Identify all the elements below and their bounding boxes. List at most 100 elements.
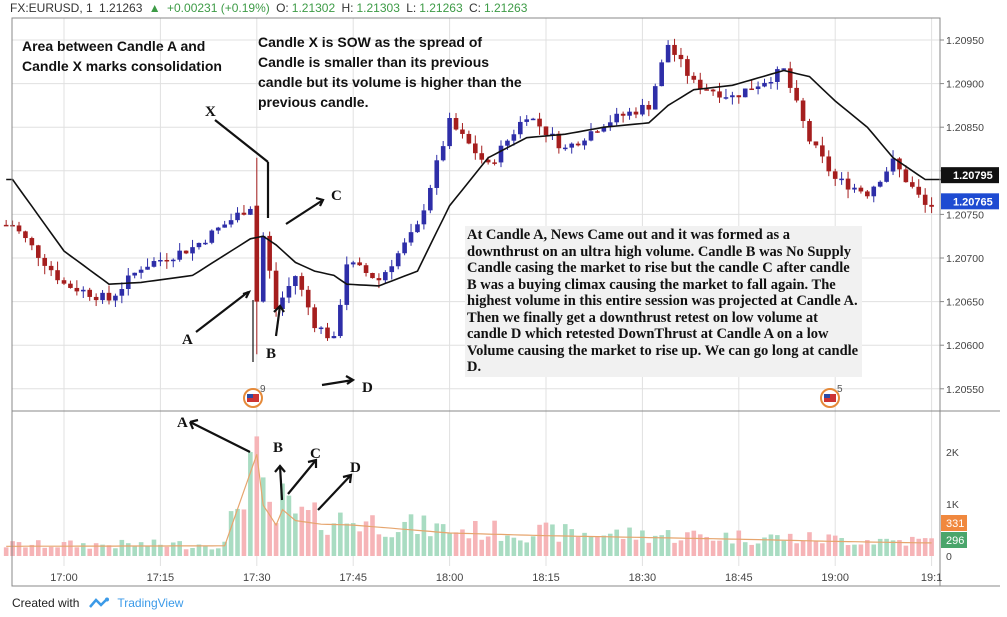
candle-body [717,91,722,98]
candle-body [132,272,137,276]
annotation-arrow [287,459,317,495]
volume-bar [151,539,157,556]
open-label: O: [276,1,289,15]
annotation-arrow [342,473,353,484]
candle-body [620,113,626,116]
volume-bar [755,543,761,556]
volume-bar [505,535,510,556]
volume-bar [569,529,575,556]
candle-body [884,171,889,182]
consolidation-note: Area between Candle A and Candle X marks… [22,38,222,74]
candle-body [916,186,922,195]
volume-bar [87,548,93,556]
volume-bar [170,542,176,556]
x-tick-label: 18:45 [725,572,753,584]
candle-body [550,133,555,136]
volume-tag-label: 331 [946,518,964,530]
candle-body [357,262,362,266]
high-value: 1.21303 [356,1,400,15]
volume-bar [562,524,568,556]
volume-bar [820,543,825,556]
candle-body [408,232,414,243]
low-label: L: [406,1,417,15]
candle-body [730,95,735,98]
volume-bar [183,549,189,556]
volume-bar [903,545,909,556]
candle-body [588,131,594,141]
volume-bar [138,542,144,556]
candle-body [421,210,427,225]
volume-bar [331,523,337,556]
volume-bar [100,544,105,556]
us-flag-event-icon[interactable]: 9 [243,384,266,408]
x-tick-label: 18:15 [532,572,560,584]
volume-bar [543,522,549,556]
volume-bar [299,506,305,556]
volume-bar [241,509,247,556]
volume-bar [3,547,9,556]
volume-bar [428,536,433,556]
candle-body [48,265,54,271]
candle-body [922,194,928,205]
price-tag [941,193,999,210]
candle-body [710,89,716,92]
annotation-arrow [274,305,282,337]
candle-body [659,62,664,87]
chart-header: FX:EURUSD, 1 1.21263 ▲ +0.00231 (+0.19%)… [10,1,530,17]
candle-body [228,220,234,225]
volume-bar [871,544,877,556]
candle-body [852,187,857,190]
event-count: 5 [837,384,843,395]
annotation-arrow [273,304,285,313]
volume-bar [190,547,195,556]
volume-tick-label: 0 [946,551,952,563]
candle-body [209,230,215,243]
candle-body [685,59,690,76]
close-label: C: [468,1,481,15]
volume-bar [35,540,41,556]
volume-bar [145,545,150,556]
candle-body [235,212,240,221]
annotation-arrow [321,378,354,387]
candle-body [389,266,395,273]
open-value: 1.21302 [291,1,336,15]
candle-body [3,224,9,227]
candle-body [537,118,542,127]
tradingview-link[interactable]: TradingView [117,596,184,610]
candle-body [582,140,587,146]
volume-bar [710,540,716,556]
volume-bar [730,543,735,556]
candle-body [704,89,709,91]
point-label: X [205,104,216,120]
x-tick-label: 17:45 [339,572,367,584]
price-change: +0.00231 (+0.19%) [167,1,270,15]
price-tag-label: 1.20795 [953,170,993,182]
volume-bar [447,533,452,556]
footer: Created with TradingView [12,596,183,610]
high-label: H: [341,1,354,15]
volume-bar [498,540,504,556]
candle-body [23,231,28,239]
us-flag-event-icon[interactable]: 5 [820,384,843,408]
candle-body [363,265,369,273]
volume-bar [826,534,832,556]
point-label: B [266,346,276,362]
volume-bar [363,521,369,556]
volume-bar [530,536,536,556]
volume-bar [794,543,799,556]
candle-body [742,88,748,98]
volume-bar [466,538,472,556]
volume-bar [132,545,137,556]
candle-body [254,205,260,302]
candle-body [466,133,472,144]
analysis-note: At Candle A, News Came out and it was fo… [465,226,862,377]
volume-bar [736,530,742,556]
candle-body [755,86,761,90]
flag-canton [824,394,830,398]
volume-bar [248,452,253,556]
candle-body [505,140,510,146]
candle-body [273,270,279,310]
volume-bar [280,483,285,556]
volume-bar [781,540,787,556]
candle-body [170,259,176,262]
